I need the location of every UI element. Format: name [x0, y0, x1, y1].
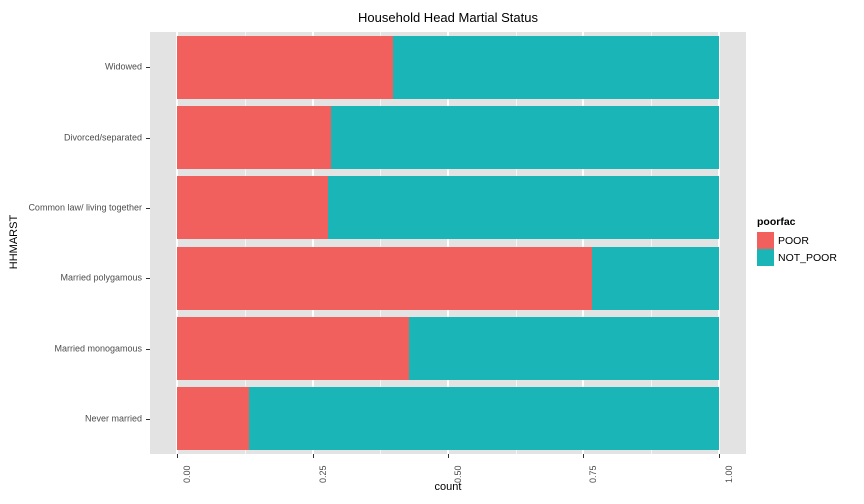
y-tick-label: Never married	[84, 413, 142, 424]
y-tick-mark	[146, 278, 150, 280]
minor-gridline	[651, 32, 653, 454]
x-axis-title: count	[434, 481, 462, 493]
legend-item: POOR	[757, 232, 837, 249]
major-gridline	[176, 32, 179, 454]
y-tick-label: Married polygamous	[60, 272, 142, 283]
bar-segment-not-poor	[592, 246, 719, 310]
y-tick-label: Married monogamous	[54, 343, 142, 353]
legend-title: poorfac	[757, 216, 796, 228]
chart-title: Household Head Martial Status	[358, 10, 538, 25]
major-gridline	[447, 32, 449, 454]
minor-gridline	[244, 32, 246, 454]
legend: poorfac POOR NOT_POOR	[757, 216, 837, 266]
legend-items: POOR NOT_POOR	[757, 232, 837, 266]
bar-segment-poor	[177, 246, 593, 310]
major-gridline	[311, 32, 314, 454]
y-tick-mark	[146, 67, 150, 69]
y-axis-title: HHMARST	[8, 214, 20, 270]
y-tick-label: Widowed	[104, 61, 142, 72]
bar-segment-not-poor	[328, 176, 719, 240]
bar-segment-poor	[177, 317, 409, 380]
bar-segment-poor	[177, 387, 250, 451]
legend-item: NOT_POOR	[757, 249, 837, 266]
x-tick-mark	[718, 454, 720, 458]
x-tick-mark	[448, 454, 449, 458]
bar-segment-poor	[177, 106, 331, 169]
bar-segment-poor	[177, 176, 329, 240]
legend-swatch	[757, 232, 774, 249]
y-tick-label: Divorced/separated	[63, 132, 142, 142]
minor-gridline	[515, 32, 517, 454]
bar-segment-not-poor	[408, 317, 719, 380]
y-tick-mark	[146, 348, 150, 350]
major-gridline	[582, 32, 585, 454]
bar-segment-not-poor	[249, 387, 719, 451]
minor-gridline	[380, 32, 382, 454]
legend-label: NOT_POOR	[778, 251, 837, 264]
x-tick-mark	[583, 454, 585, 458]
bar-segment-not-poor	[330, 106, 719, 169]
y-tick-mark	[146, 207, 150, 209]
x-tick-mark	[177, 454, 179, 458]
bar-segment-not-poor	[393, 35, 719, 99]
legend-swatch	[757, 249, 774, 266]
major-gridline	[717, 32, 720, 454]
x-tick-mark	[312, 454, 314, 458]
y-tick-mark	[146, 418, 150, 420]
plot-panel	[150, 32, 746, 454]
legend-label: POOR	[778, 234, 809, 247]
bar-segment-poor	[177, 35, 394, 99]
y-tick-mark	[146, 137, 150, 139]
y-tick-label: Common law/ living together	[28, 202, 142, 213]
